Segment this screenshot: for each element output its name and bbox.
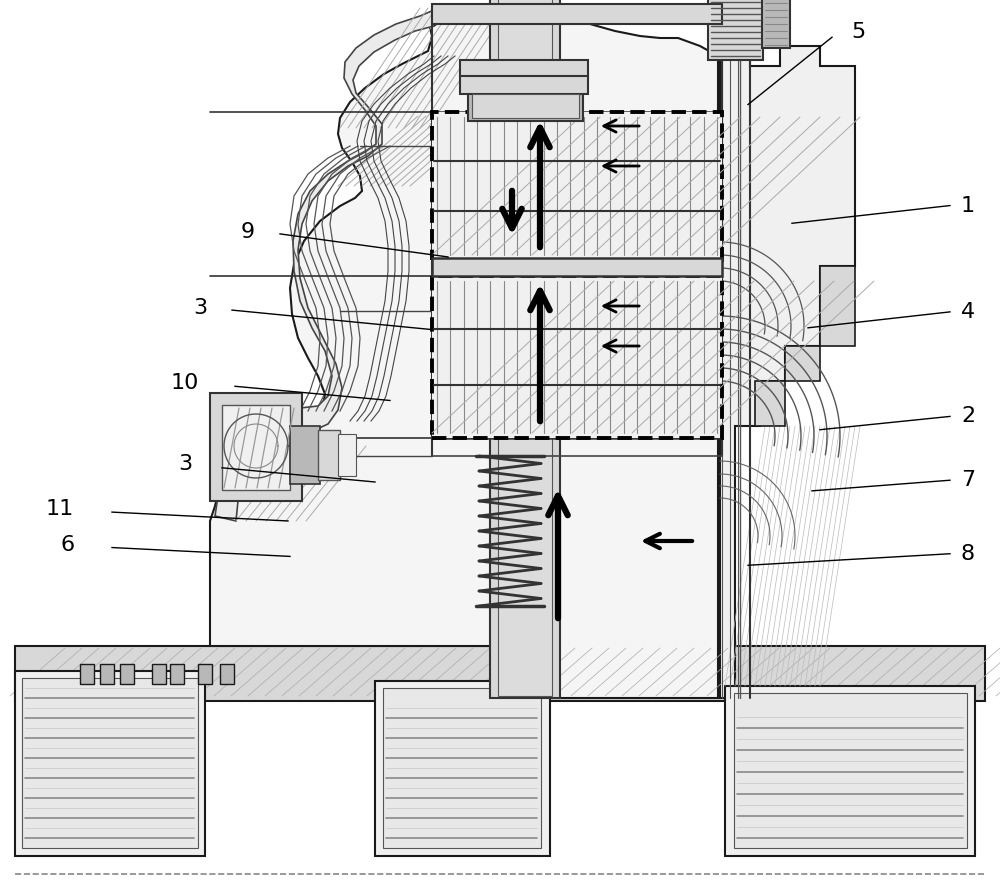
Bar (222, 405, 290, 490)
Text: 5: 5 (851, 22, 865, 42)
Bar (15, 671, 205, 856)
Polygon shape (210, 4, 718, 698)
Bar (432, 276, 722, 438)
Bar (290, 426, 320, 484)
Text: 11: 11 (46, 500, 74, 519)
Bar (318, 430, 340, 480)
Bar (498, 0, 552, 696)
Bar (490, 0, 560, 698)
Bar (762, 0, 790, 48)
Text: 3: 3 (178, 455, 192, 474)
Bar (820, 266, 855, 346)
Bar (220, 664, 234, 684)
Bar (100, 664, 114, 684)
Bar (734, 693, 967, 848)
Bar (375, 681, 550, 856)
Bar (383, 688, 541, 848)
Bar (708, 0, 763, 60)
Bar (198, 664, 212, 684)
Bar (460, 60, 588, 76)
Bar (80, 664, 94, 684)
Bar (170, 664, 184, 684)
Polygon shape (720, 46, 855, 698)
Bar (432, 4, 722, 24)
Bar (432, 258, 722, 276)
Text: 3: 3 (193, 299, 207, 318)
Bar (210, 393, 302, 501)
Bar (338, 434, 356, 476)
Bar (22, 678, 198, 848)
Bar (120, 664, 134, 684)
Text: 1: 1 (961, 196, 975, 215)
Bar (725, 686, 975, 856)
Bar (755, 381, 785, 426)
Text: 9: 9 (241, 222, 255, 242)
Polygon shape (15, 646, 985, 701)
Bar (785, 346, 820, 381)
Bar (460, 74, 588, 94)
Text: 10: 10 (171, 373, 199, 392)
Text: 8: 8 (961, 544, 975, 563)
Bar (468, 91, 583, 121)
Text: 2: 2 (961, 407, 975, 426)
Text: 7: 7 (961, 470, 975, 490)
Bar (432, 112, 722, 260)
Polygon shape (215, 10, 434, 521)
Text: 6: 6 (61, 535, 75, 555)
Bar (472, 94, 579, 118)
Text: 4: 4 (961, 302, 975, 322)
Bar (152, 664, 166, 684)
